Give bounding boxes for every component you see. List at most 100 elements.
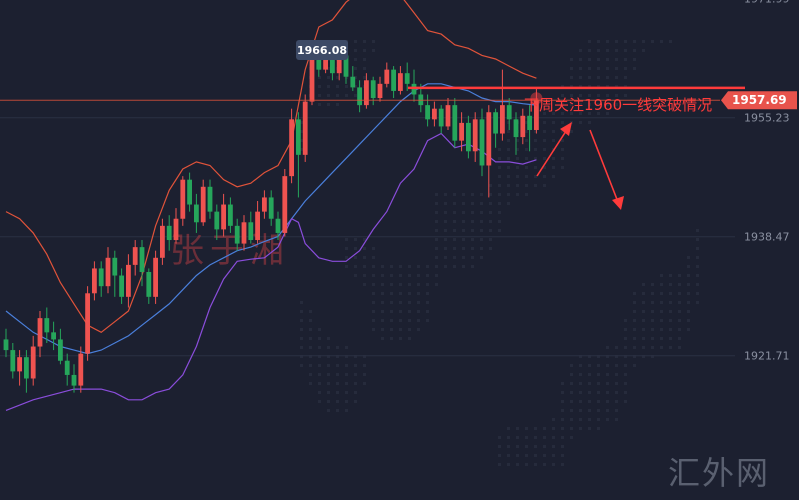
map-dot <box>408 337 411 340</box>
map-dot <box>309 346 312 349</box>
map-dot <box>381 319 384 322</box>
map-dot <box>327 400 330 403</box>
map-dot <box>336 85 339 88</box>
map-dot <box>552 112 555 115</box>
high-marker: 1966.08 <box>296 40 348 60</box>
map-dot <box>408 328 411 331</box>
last-price-label: 1957.69 <box>732 93 787 107</box>
map-dot <box>660 328 663 331</box>
map-dot <box>642 346 645 349</box>
candle-body <box>384 69 390 84</box>
map-dot <box>354 373 357 376</box>
candle <box>10 342 16 379</box>
map-dot <box>300 337 303 340</box>
map-dot <box>300 148 303 151</box>
candle <box>51 321 56 351</box>
map-dot <box>399 310 402 313</box>
map-dot <box>543 112 546 115</box>
map-dot <box>606 58 609 61</box>
map-dot <box>453 238 456 241</box>
map-dot <box>354 40 357 43</box>
grid <box>0 117 735 357</box>
map-dot <box>570 418 573 421</box>
map-dot <box>462 256 465 259</box>
candle-body <box>200 186 206 223</box>
map-dot <box>498 184 501 187</box>
map-dot <box>309 364 312 367</box>
map-dot <box>588 391 591 394</box>
candle <box>445 98 451 130</box>
map-dot <box>345 364 348 367</box>
map-dot <box>597 67 600 70</box>
map-dot <box>462 220 465 223</box>
map-dot <box>444 202 447 205</box>
candle <box>98 261 104 297</box>
map-dot <box>318 355 321 358</box>
map-dot <box>480 256 483 259</box>
map-dot <box>579 67 582 70</box>
map-dot <box>642 337 645 340</box>
candle-body <box>377 83 383 99</box>
candle-body <box>309 51 315 102</box>
bollinger-bands <box>5 0 537 411</box>
map-dot <box>624 85 627 88</box>
map-dot <box>390 319 393 322</box>
map-dot <box>696 265 699 268</box>
map-dot <box>480 211 483 214</box>
map-dot <box>426 292 429 295</box>
map-dot <box>588 355 591 358</box>
map-dot <box>516 454 519 457</box>
map-dot <box>381 265 384 268</box>
map-dot <box>309 337 312 340</box>
map-dot <box>606 373 609 376</box>
candle <box>391 66 396 99</box>
map-dot <box>480 202 483 205</box>
map-dot <box>399 274 402 277</box>
last-price-tag: 1957.69 <box>721 91 797 110</box>
map-dot <box>372 40 375 43</box>
map-dot <box>552 454 555 457</box>
map-dot <box>633 328 636 331</box>
map-dot <box>516 175 519 178</box>
map-dot <box>579 373 582 376</box>
map-dot <box>615 346 618 349</box>
map-dot <box>669 292 672 295</box>
map-dot <box>354 256 357 259</box>
candle <box>173 208 179 244</box>
map-dot <box>543 445 546 448</box>
candle-body <box>282 176 288 233</box>
map-dot <box>525 445 528 448</box>
candle-body <box>255 211 260 241</box>
map-dot <box>624 382 627 385</box>
candle-body <box>404 73 410 84</box>
map-dot <box>354 94 357 97</box>
map-dot <box>570 67 573 70</box>
map-dot <box>588 94 591 97</box>
map-dot <box>498 148 501 151</box>
map-dot <box>471 193 474 196</box>
map-dot <box>318 364 321 367</box>
map-dot <box>579 364 582 367</box>
candle-body <box>126 264 131 297</box>
map-dot <box>570 103 573 106</box>
map-dot <box>669 274 672 277</box>
map-dot <box>624 391 627 394</box>
map-dot <box>435 283 438 286</box>
candle <box>166 215 172 251</box>
map-dot <box>642 310 645 313</box>
map-dot <box>516 166 519 169</box>
candle <box>207 179 213 219</box>
map-dot <box>525 184 528 187</box>
candle-body <box>336 55 342 74</box>
map-dot <box>363 58 366 61</box>
candle <box>92 261 97 301</box>
map-dot <box>462 211 465 214</box>
candle-body <box>289 119 294 177</box>
map-dot <box>507 445 510 448</box>
map-dot <box>561 166 564 169</box>
map-dot <box>561 121 564 124</box>
map-dot <box>597 427 600 430</box>
map-dot <box>696 292 699 295</box>
